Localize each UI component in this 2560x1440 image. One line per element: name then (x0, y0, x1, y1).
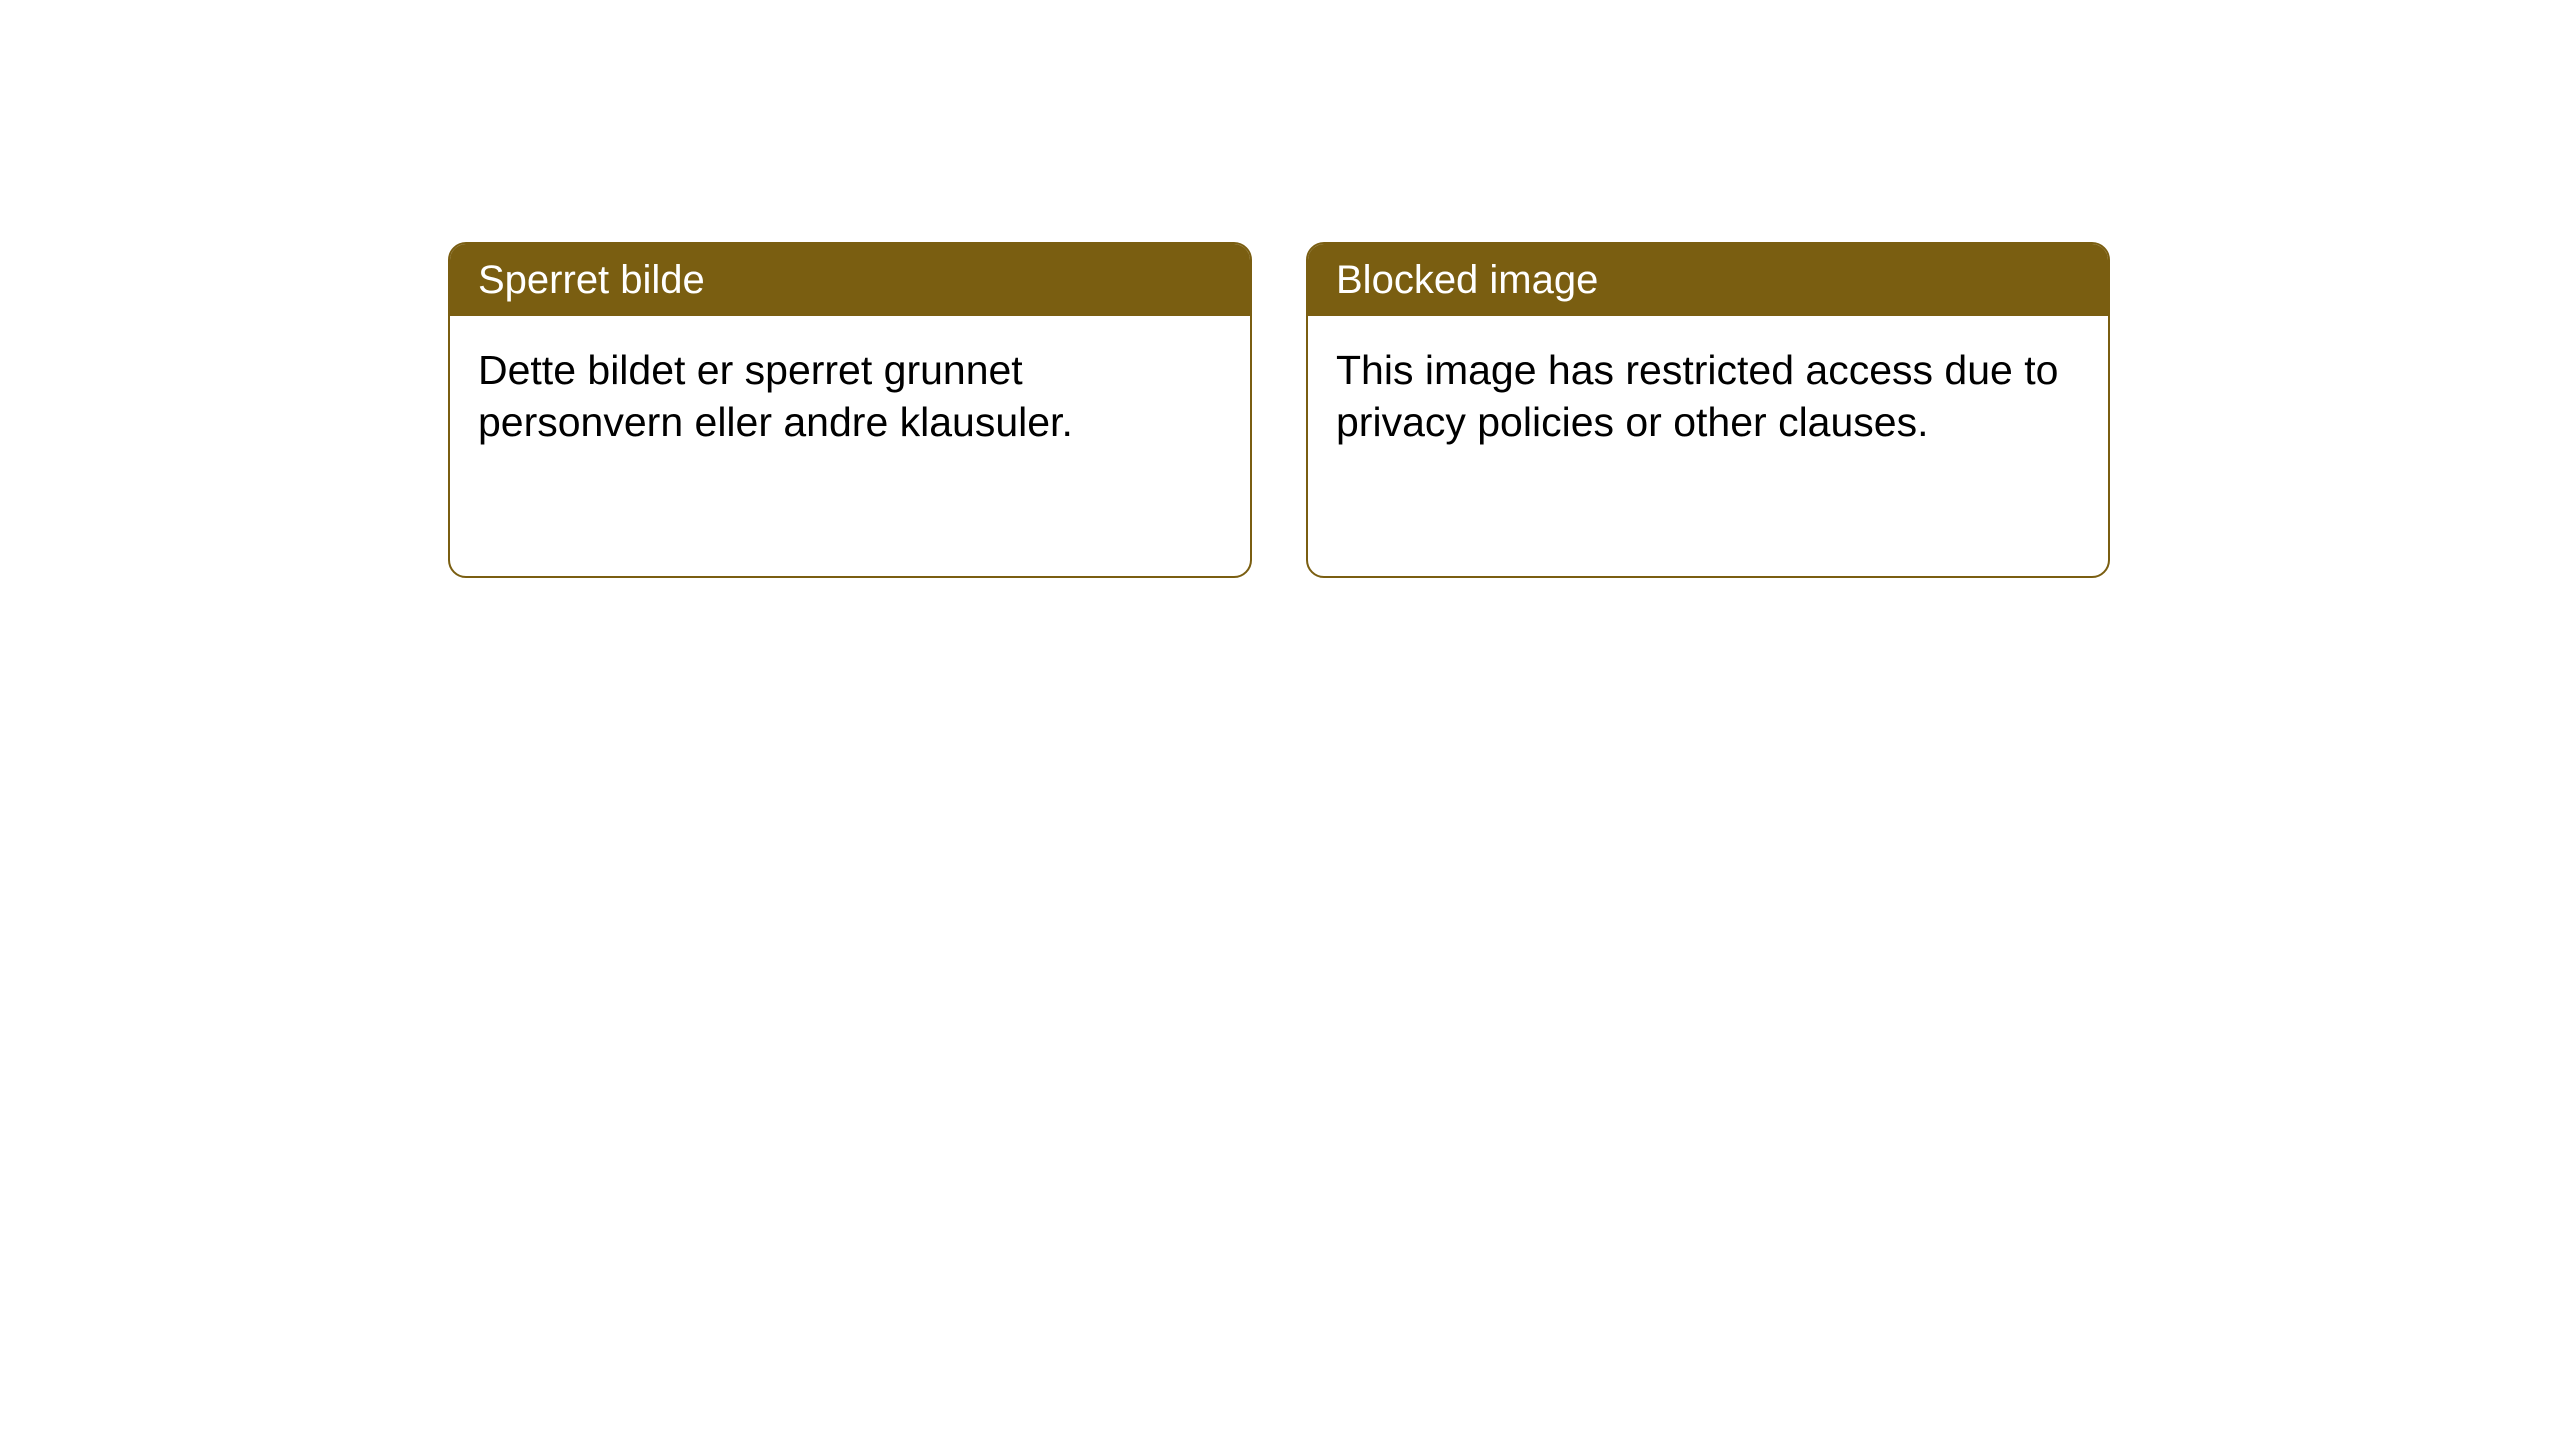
notice-cards-container: Sperret bilde Dette bildet er sperret gr… (448, 242, 2110, 578)
card-header: Sperret bilde (450, 244, 1250, 316)
card-header: Blocked image (1308, 244, 2108, 316)
card-body-text: This image has restricted access due to … (1336, 347, 2058, 445)
card-title: Blocked image (1336, 258, 1598, 302)
notice-card-english: Blocked image This image has restricted … (1306, 242, 2110, 578)
card-body: This image has restricted access due to … (1308, 316, 2108, 477)
card-body: Dette bildet er sperret grunnet personve… (450, 316, 1250, 477)
notice-card-norwegian: Sperret bilde Dette bildet er sperret gr… (448, 242, 1252, 578)
card-body-text: Dette bildet er sperret grunnet personve… (478, 347, 1073, 445)
card-title: Sperret bilde (478, 258, 705, 302)
